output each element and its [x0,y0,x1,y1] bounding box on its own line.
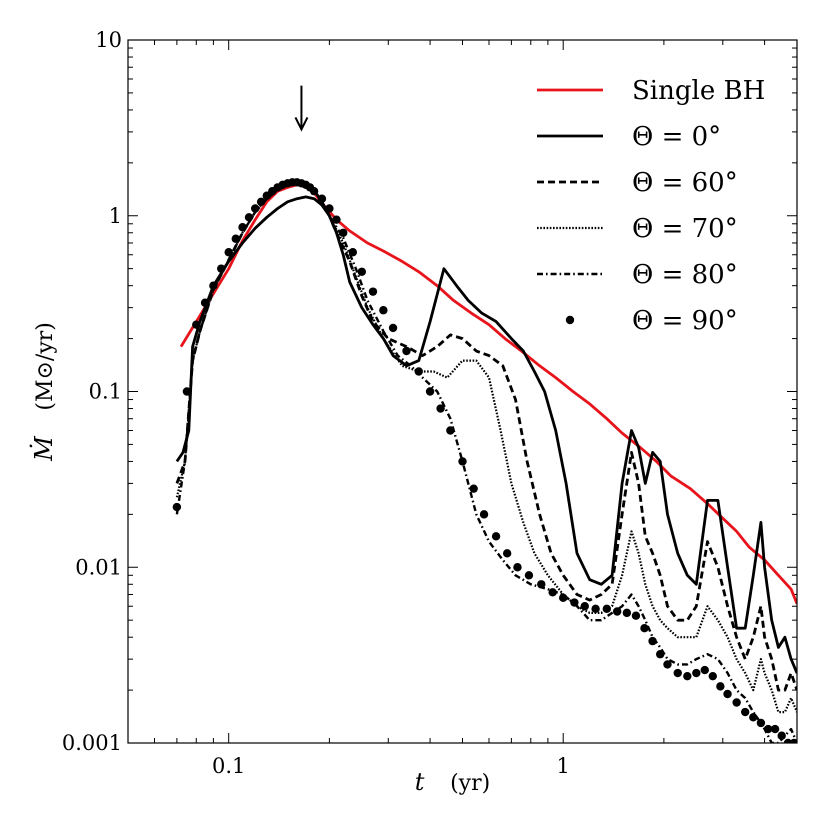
data-point [740,707,750,717]
data-point [570,598,579,607]
data-point [513,563,522,572]
data-point [425,387,435,396]
legend-marker [565,315,575,325]
data-point [414,367,423,376]
data-point [602,604,611,614]
x-tick-label: 0.1 [212,754,245,778]
data-point [656,650,665,659]
data-point [231,234,240,243]
data-point [789,738,797,743]
data-point [348,248,358,257]
y-tick-label: 0.1 [89,380,122,404]
data-point [339,228,348,237]
ticks-layer: 0.1 1 0.001 0.01 0.1 1 10 [62,28,798,778]
y-axis-unit: (M⊙/yr) [33,322,58,410]
data-point [631,611,641,620]
annotation-layer [294,85,309,132]
data-point [673,668,682,678]
data-point [558,593,568,603]
data-point [458,457,467,466]
data-point [479,510,489,519]
data-point [325,204,334,213]
data-point [663,660,672,669]
data-point [777,731,786,740]
data-point [256,197,266,207]
data-point [379,306,388,315]
data-point [580,602,589,611]
data-point [591,604,600,614]
data-point [317,194,327,203]
x-axis-label: t (yr) [415,768,490,796]
legend: Single BH Θ = 0° Θ = 60° Θ = 70° Θ = 80° Θ = … [537,76,765,336]
series-line--70- [175,181,797,714]
series-line--0- [175,195,797,674]
data-point [217,264,226,273]
data-point [770,724,780,734]
data-point [692,668,701,678]
y-tick-label: 0.01 [75,555,122,579]
data-point [192,320,201,329]
legend-label: Θ = 0° [632,122,721,152]
data-point [357,267,367,276]
legend-label: Θ = 70° [632,214,738,244]
y-axis-variable: Ṁ [29,435,58,462]
data-point [537,580,546,589]
data-point [640,623,649,633]
arrow-head [294,116,309,132]
data-point [683,671,692,681]
series-theta-90 [172,178,797,743]
y-axis-label: Ṁ (M⊙/yr) [29,322,58,462]
legend-label: Θ = 90° [632,306,738,336]
data-point [436,404,445,413]
data-point [700,665,709,675]
data-point [209,281,218,290]
data-point [648,636,657,646]
data-point [224,248,233,257]
x-tick-label: 1 [557,754,570,778]
data-point [708,671,717,681]
y-tick-label: 0.001 [62,731,122,755]
data-point [402,346,411,356]
data-point [502,549,512,558]
data-point [732,698,741,707]
data-point [446,426,455,435]
data-point [238,223,247,232]
data-point [309,186,319,196]
x-axis-variable: t [415,768,425,796]
data-point [332,215,341,224]
data-point [749,713,758,722]
legend-label: Single BH [632,76,765,106]
data-point [763,724,773,734]
data-point [172,502,182,512]
data-point [716,682,725,691]
plot-frame [127,39,798,744]
data-point [250,204,260,213]
data-point [182,387,192,396]
legend-label: Θ = 80° [632,260,738,290]
series-line--60- [175,180,797,692]
data-point [368,287,378,296]
data-point [612,607,622,616]
x-axis-unit: (yr) [450,771,490,796]
data-point [756,718,766,728]
data-point [388,323,398,333]
y-tick-label: 1 [109,204,122,228]
data-point [524,571,534,580]
data-point [491,532,501,541]
legend-label: Θ = 60° [632,168,738,198]
data-point [200,298,210,307]
data-point [548,588,557,597]
data-point [723,689,732,699]
data-point [244,213,254,222]
y-tick-label: 10 [95,28,122,52]
series-layer [172,178,797,743]
data-point [622,608,632,618]
data-point [469,484,478,493]
